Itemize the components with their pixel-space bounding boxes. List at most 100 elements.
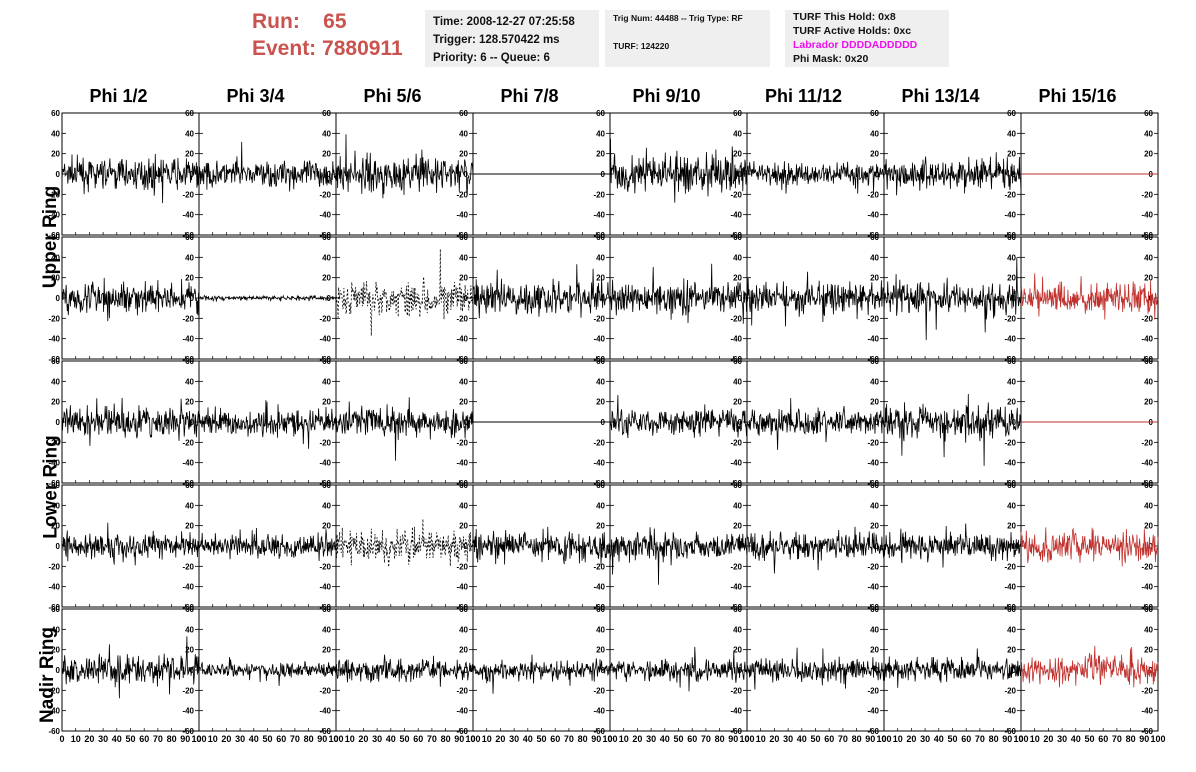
y-tick-label: 0	[56, 294, 61, 303]
y-tick-label: -60	[867, 727, 879, 736]
y-tick-label: -40	[730, 459, 742, 468]
waveform-panel-r3-c2: -60 -40 -20 0 20 40 60	[335, 481, 474, 612]
turf-info-panel: TURF This Hold: 0x8 TURF Active Holds: 0…	[785, 10, 949, 67]
y-tick-label: 20	[733, 274, 742, 283]
y-tick-label: -20	[319, 190, 331, 199]
x-tick-label: 100	[739, 734, 754, 744]
y-tick-label: -20	[319, 314, 331, 323]
waveform-trace	[1020, 645, 1159, 688]
y-tick-label: 60	[733, 357, 742, 366]
waveform-trace	[746, 161, 885, 194]
y-tick-label: -20	[456, 562, 468, 571]
x-tick-label: 50	[1084, 734, 1094, 744]
y-tick-label: -20	[867, 562, 879, 571]
y-tick-label: -40	[456, 335, 468, 344]
y-tick-label: 40	[596, 253, 605, 262]
y-tick-label: 60	[733, 605, 742, 614]
waveform-trace	[198, 141, 337, 192]
y-tick-label: -40	[1004, 707, 1016, 716]
y-tick-label: 0	[875, 294, 880, 303]
y-tick-label: -20	[1141, 686, 1153, 695]
y-tick-label: 40	[733, 625, 742, 634]
x-tick-label: 10	[482, 734, 492, 744]
x-tick-label: 30	[372, 734, 382, 744]
y-tick-label: -40	[456, 707, 468, 716]
waveform-trace	[61, 397, 200, 446]
y-tick-label: 60	[459, 233, 468, 242]
waveform-trace	[883, 523, 1022, 568]
y-tick-label: -60	[456, 355, 468, 364]
y-tick-label: -40	[1141, 707, 1153, 716]
y-tick-label: -40	[1004, 211, 1016, 220]
y-tick-label: 40	[51, 377, 60, 386]
time-info-panel: Time: 2008-12-27 07:25:58 Trigger: 128.5…	[425, 10, 599, 67]
x-tick-label: 60	[276, 734, 286, 744]
y-tick-label: -20	[730, 562, 742, 571]
y-tick-label: -60	[593, 231, 605, 240]
x-tick-label: 40	[386, 734, 396, 744]
turf-text: TURF: 124220	[613, 41, 670, 51]
y-tick-label: -60	[48, 727, 60, 736]
y-tick-label: 20	[1144, 646, 1153, 655]
y-tick-label: -20	[182, 190, 194, 199]
waveform-trace	[198, 400, 337, 449]
y-tick-label: 0	[56, 170, 61, 179]
waveform-trace	[609, 527, 748, 585]
x-tick-label: 20	[1043, 734, 1053, 744]
y-tick-label: -60	[48, 355, 60, 364]
x-tick-label: 90	[180, 734, 190, 744]
y-tick-label: -40	[730, 583, 742, 592]
y-tick-label: -60	[48, 603, 60, 612]
event-label: Event:	[252, 37, 317, 60]
y-tick-label: 0	[464, 542, 469, 551]
waveform-trace	[198, 294, 337, 303]
x-tick-label: 70	[701, 734, 711, 744]
x-tick-label: 80	[852, 734, 862, 744]
y-tick-label: 40	[51, 129, 60, 138]
y-tick-label: -20	[48, 190, 60, 199]
y-tick-label: 60	[322, 233, 331, 242]
y-tick-label: 20	[733, 522, 742, 531]
y-tick-label: -60	[48, 479, 60, 488]
waveform-trace	[198, 656, 337, 686]
y-tick-label: -60	[319, 231, 331, 240]
y-tick-label: -20	[730, 314, 742, 323]
y-tick-label: 60	[870, 357, 879, 366]
x-tick-label: 90	[317, 734, 327, 744]
x-tick-label: 20	[495, 734, 505, 744]
waveform-trace	[335, 654, 474, 687]
y-tick-label: 40	[322, 625, 331, 634]
y-tick-label: -20	[182, 438, 194, 447]
y-tick-label: -40	[867, 583, 879, 592]
y-tick-label: -40	[730, 211, 742, 220]
waveform-trace	[746, 647, 885, 690]
waveform-trace	[746, 398, 885, 450]
y-tick-label: -60	[319, 479, 331, 488]
x-tick-label: 90	[1139, 734, 1149, 744]
run-value: 65	[323, 10, 347, 33]
y-tick-label: 20	[322, 150, 331, 159]
y-tick-label: 20	[1144, 150, 1153, 159]
y-tick-label: -40	[48, 459, 60, 468]
y-tick-label: -60	[182, 231, 194, 240]
y-tick-label: 60	[322, 357, 331, 366]
y-tick-label: -40	[319, 211, 331, 220]
y-tick-label: -20	[593, 562, 605, 571]
y-tick-label: -20	[1141, 562, 1153, 571]
x-tick-label: 30	[1057, 734, 1067, 744]
y-tick-label: -20	[867, 190, 879, 199]
y-tick-label: -20	[456, 438, 468, 447]
y-tick-label: 0	[464, 418, 469, 427]
y-tick-label: -20	[593, 190, 605, 199]
y-tick-label: -20	[1141, 314, 1153, 323]
y-tick-label: 0	[875, 170, 880, 179]
x-tick-label: 80	[989, 734, 999, 744]
x-tick-label: 100	[1150, 734, 1165, 744]
y-tick-label: -60	[456, 479, 468, 488]
y-tick-label: -60	[1004, 479, 1016, 488]
y-tick-label: -40	[319, 459, 331, 468]
y-tick-label: 60	[1007, 357, 1016, 366]
y-tick-label: 60	[1144, 233, 1153, 242]
